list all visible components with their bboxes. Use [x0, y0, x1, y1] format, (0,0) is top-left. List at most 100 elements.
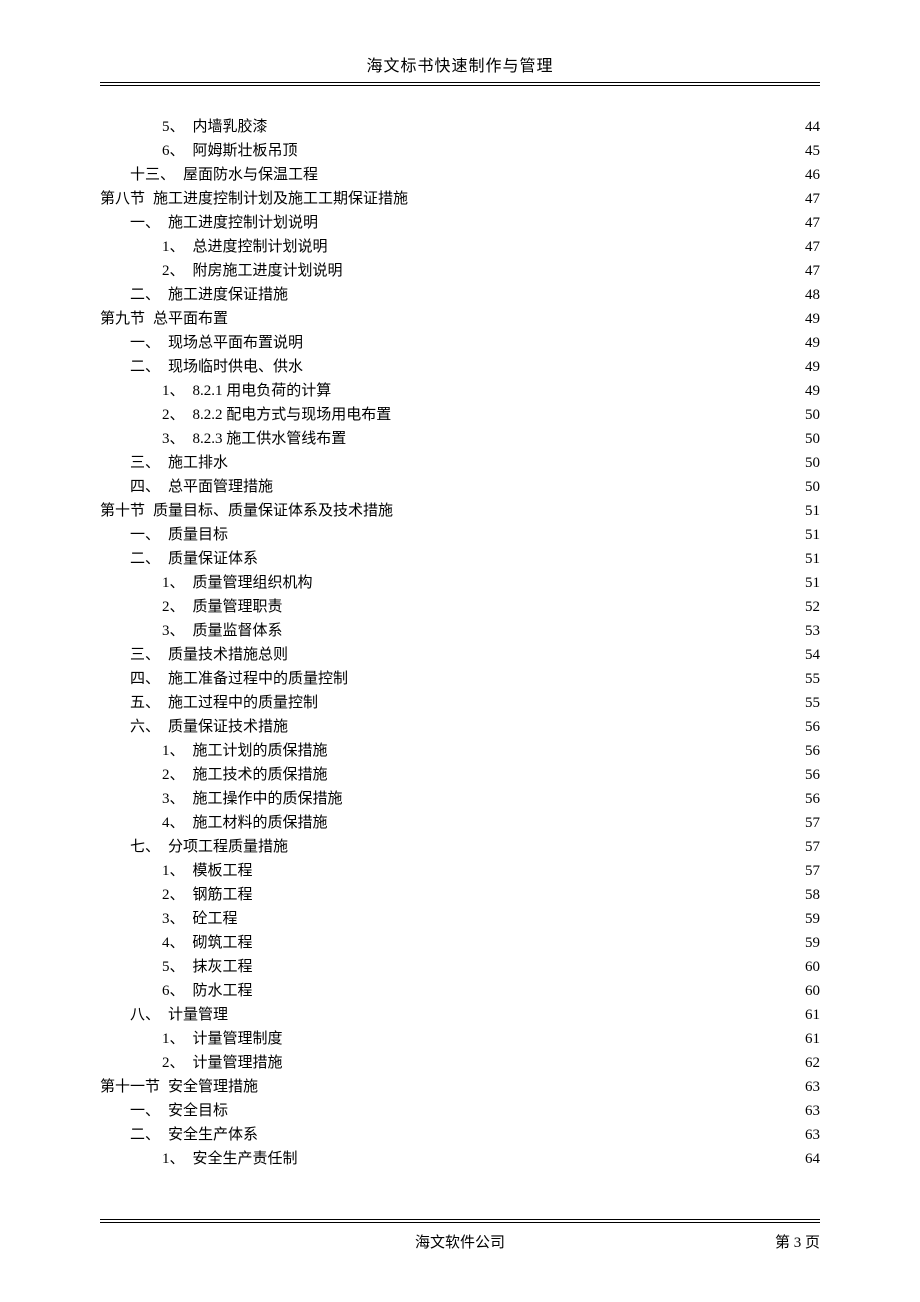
toc-page-number: 50 [796, 480, 820, 495]
toc-page-number: 56 [796, 768, 820, 783]
toc-marker: 1、 [162, 384, 193, 399]
toc-marker: 1、 [162, 1152, 193, 1167]
toc-row: 四、总平面管理措施50 [100, 476, 820, 500]
header-title: 海文标书快速制作与管理 [366, 58, 553, 75]
toc-marker: 6、 [162, 144, 193, 159]
toc-page-number: 44 [796, 120, 820, 135]
toc-title: 8.2.3 施工供水管线布置 [193, 432, 347, 447]
toc-page-number: 60 [796, 960, 820, 975]
toc-marker: 第九节 [100, 312, 153, 327]
toc-row: 5、内墙乳胶漆44 [100, 116, 820, 140]
toc-marker: 3、 [162, 792, 193, 807]
toc-row: 1、总进度控制计划说明47 [100, 236, 820, 260]
toc-page-number: 51 [796, 528, 820, 543]
toc-page-number: 53 [796, 624, 820, 639]
toc-page-number: 48 [796, 288, 820, 303]
toc-page-number: 59 [796, 912, 820, 927]
toc-page-number: 57 [796, 840, 820, 855]
toc-marker: 4、 [162, 816, 193, 831]
toc-page-number: 63 [796, 1104, 820, 1119]
toc-marker: 2、 [162, 600, 193, 615]
toc-title: 计量管理措施 [193, 1056, 283, 1071]
toc-marker: 1、 [162, 576, 193, 591]
toc-title: 分项工程质量措施 [168, 840, 288, 855]
toc-title: 施工准备过程中的质量控制 [168, 672, 348, 687]
toc-title: 质量管理组织机构 [193, 576, 313, 591]
toc-row: 二、安全生产体系 63 [100, 1124, 820, 1148]
footer-company: 海文软件公司 [100, 1231, 820, 1252]
toc-row: 1、8.2.1 用电负荷的计算49 [100, 380, 820, 404]
toc-row: 第十节质量目标、质量保证体系及技术措施51 [100, 500, 820, 524]
toc-title: 施工技术的质保措施 [193, 768, 328, 783]
toc-page-number: 61 [796, 1008, 820, 1023]
toc-marker: 七、 [130, 840, 168, 855]
toc-row: 1、施工计划的质保措施56 [100, 740, 820, 764]
toc-title: 阿姆斯壮板吊顶 [193, 144, 298, 159]
toc-title: 施工过程中的质量控制 [168, 696, 318, 711]
toc-title: 屋面防水与保温工程 [183, 168, 318, 183]
toc-page-number: 63 [796, 1080, 820, 1095]
toc-row: 3、施工操作中的质保措施56 [100, 788, 820, 812]
toc-row: 1、质量管理组织机构51 [100, 572, 820, 596]
toc-title: 质量管理职责 [193, 600, 283, 615]
toc-marker: 第八节 [100, 192, 153, 207]
toc-marker: 2、 [162, 264, 193, 279]
toc-page-number: 56 [796, 744, 820, 759]
toc-page-number: 54 [796, 648, 820, 663]
toc-marker: 3、 [162, 624, 193, 639]
toc-page-number: 51 [796, 552, 820, 567]
toc-page-number: 49 [796, 312, 820, 327]
toc-marker: 5、 [162, 960, 193, 975]
toc-page-number: 63 [796, 1128, 820, 1143]
toc-title: 施工进度控制计划及施工工期保证措施 [153, 192, 408, 207]
toc-marker: 二、 [130, 1128, 168, 1143]
toc-row: 2、8.2.2 配电方式与现场用电布置50 [100, 404, 820, 428]
toc-row: 二、施工进度保证措施 48 [100, 284, 820, 308]
toc-marker: 6、 [162, 984, 193, 999]
toc-marker: 八、 [130, 1008, 168, 1023]
toc-title: 施工进度控制计划说明 [168, 216, 318, 231]
toc-row: 一、施工进度控制计划说明47 [100, 212, 820, 236]
toc-page-number: 60 [796, 984, 820, 999]
toc-title: 总进度控制计划说明 [193, 240, 328, 255]
toc-row: 3、8.2.3 施工供水管线布置 50 [100, 428, 820, 452]
toc-title: 施工排水 [168, 456, 228, 471]
toc-row: 1、计量管理制度61 [100, 1028, 820, 1052]
toc-page-number: 57 [796, 816, 820, 831]
toc-title: 安全生产体系 [168, 1128, 258, 1143]
toc-marker: 1、 [162, 1032, 193, 1047]
toc-row: 五、施工过程中的质量控制55 [100, 692, 820, 716]
toc-title: 总平面布置 [153, 312, 228, 327]
toc-row: 四、施工准备过程中的质量控制55 [100, 668, 820, 692]
toc-row: 一、现场总平面布置说明49 [100, 332, 820, 356]
toc-row: 二、质量保证体系51 [100, 548, 820, 572]
toc-title: 质量监督体系 [193, 624, 283, 639]
toc-row: 第八节施工进度控制计划及施工工期保证措施47 [100, 188, 820, 212]
toc-title: 安全目标 [168, 1104, 228, 1119]
toc-marker: 第十节 [100, 504, 153, 519]
toc-marker: 3、 [162, 912, 193, 927]
toc-title: 防水工程 [193, 984, 253, 999]
toc-title: 计量管理 [168, 1008, 228, 1023]
toc-marker: 三、 [130, 456, 168, 471]
toc-title: 附房施工进度计划说明 [193, 264, 343, 279]
toc-page-number: 57 [796, 864, 820, 879]
header-rule [100, 85, 820, 86]
toc-row: 第九节总平面布置 49 [100, 308, 820, 332]
toc-marker: 二、 [130, 288, 168, 303]
page-footer: 海文软件公司 第 3 页 [100, 1219, 820, 1252]
toc-row: 6、防水工程 60 [100, 980, 820, 1004]
toc-page-number: 59 [796, 936, 820, 951]
toc-page-number: 51 [796, 504, 820, 519]
toc-title: 现场临时供电、供水 [168, 360, 303, 375]
toc-marker: 十三、 [130, 168, 183, 183]
toc-title: 总平面管理措施 [168, 480, 273, 495]
toc-title: 施工进度保证措施 [168, 288, 288, 303]
toc-marker: 2、 [162, 768, 193, 783]
toc-row: 1、模板工程57 [100, 860, 820, 884]
toc-page-number: 50 [796, 432, 820, 447]
toc-title: 质量保证体系 [168, 552, 258, 567]
toc-marker: 1、 [162, 744, 193, 759]
toc-marker: 3、 [162, 432, 193, 447]
toc-row: 一、质量目标51 [100, 524, 820, 548]
